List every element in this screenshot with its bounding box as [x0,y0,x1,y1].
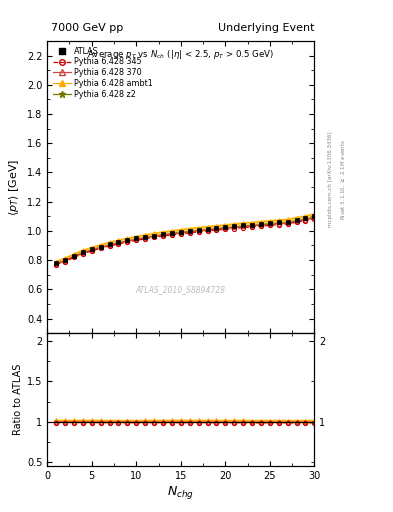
Text: mcplots.cern.ch [arXiv:1306.3436]: mcplots.cern.ch [arXiv:1306.3436] [328,132,333,227]
Y-axis label: Ratio to ATLAS: Ratio to ATLAS [13,364,23,435]
Text: Rivet 3.1.10, $\geq$ 2.1M events: Rivet 3.1.10, $\geq$ 2.1M events [340,139,347,220]
Y-axis label: $\langle p_T \rangle$ [GeV]: $\langle p_T \rangle$ [GeV] [7,158,21,216]
Legend: ATLAS, Pythia 6.428 345, Pythia 6.428 370, Pythia 6.428 ambt1, Pythia 6.428 z2: ATLAS, Pythia 6.428 345, Pythia 6.428 37… [51,45,154,100]
Text: Underlying Event: Underlying Event [218,23,314,33]
Text: ATLAS_2010_S8894728: ATLAS_2010_S8894728 [136,285,226,294]
Text: Average $p_T$ vs $N_{ch}$ ($|\eta|$ < 2.5, $p_T$ > 0.5 GeV): Average $p_T$ vs $N_{ch}$ ($|\eta|$ < 2.… [87,48,274,61]
X-axis label: $N_{chg}$: $N_{chg}$ [167,483,194,501]
Text: 7000 GeV pp: 7000 GeV pp [51,23,123,33]
